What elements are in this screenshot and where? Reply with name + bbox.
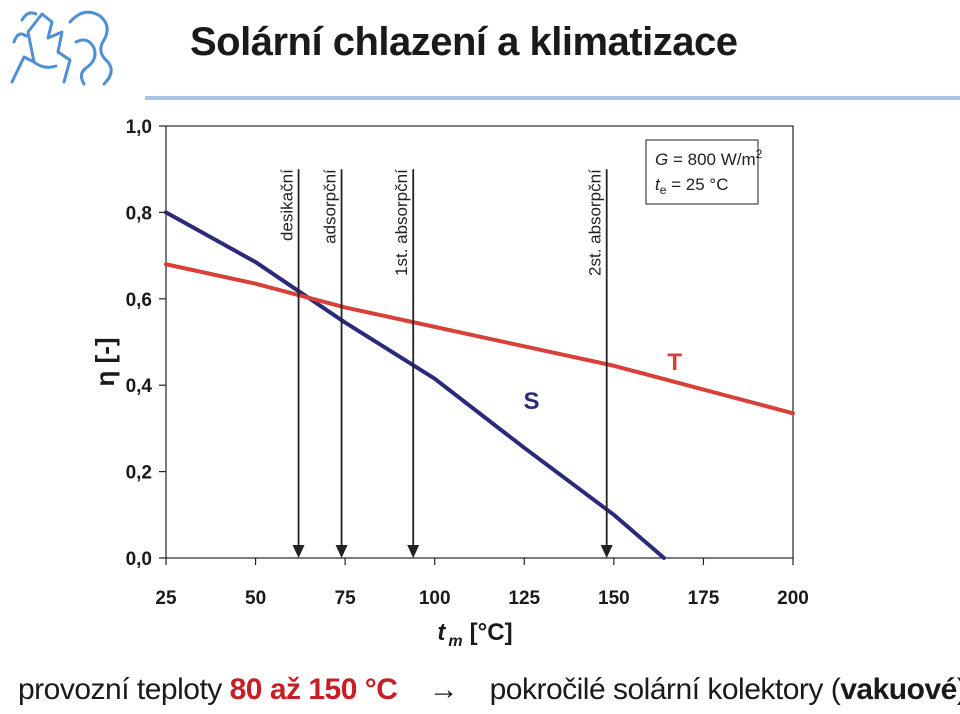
x-tick-label: 125 [508,588,540,609]
conditions-line-1: G = 800 W/m2 [655,147,763,169]
tick-layer: 25 50 75 100 125 150 175 200 0,0 0,2 0,4 0,6 0,8 1,0 [126,117,809,609]
page-title: Solární chlazení a klimatizace [190,20,738,64]
title-divider [145,96,960,100]
y-tick-label: 0,4 [126,376,153,397]
x-tick-label: 200 [777,588,809,609]
y-tick-label: 0,8 [126,203,152,224]
series-line-t [164,262,795,416]
footer-temperature-range: 80 až 150 °C [229,673,398,706]
y-tick-label: 0,6 [126,290,152,311]
conditions-box [645,139,759,205]
university-logo [10,10,113,86]
process-marker-arrowhead [335,545,348,558]
process-marker-arrowhead [292,545,305,558]
x-axis-label-sub: m [448,633,462,650]
footer-text-3: ) [957,673,960,706]
process-marker-arrowhead [407,545,420,558]
series-line-s [164,210,667,560]
series-label-t: T [667,349,682,376]
ambient-temp-sub: e [660,183,667,197]
series-label-s: S [523,388,539,415]
process-marker-label: 2st. absorpční [586,169,605,276]
x-tick-label: 175 [688,588,720,609]
footer-arrow: → [397,673,490,706]
series-layer: ST [164,210,795,560]
conditions-line-2: te = 25 °C [655,175,729,197]
footer-text-2: pokročilé solární kolektory ( [489,673,841,706]
ambient-temp-text: = 25 °C [666,175,728,194]
footer-note: provozní teploty 80 až 150 °C → pokročil… [18,673,960,713]
x-axis-label-unit: [°C] [470,619,513,646]
ambient-temp-var: t [655,175,661,194]
x-tick-label: 150 [598,588,630,609]
footer-vacuum: vakuové [840,673,957,706]
x-axis-label: t m [°C] [437,619,512,650]
process-marker-label: 1st. absorpční [392,169,411,276]
x-tick-label: 50 [245,588,266,609]
y-tick-label: 0,2 [126,463,152,484]
process-marker-arrowhead [600,545,613,558]
x-axis-label-var: t [437,619,446,646]
x-tick-label: 100 [419,588,451,609]
irradiance-var: G [655,150,668,169]
process-marker-label: desikační [278,169,297,241]
irradiance-exponent: 2 [756,147,763,161]
efficiency-chart: ST desikační adsorpční 1st. absorpční 2st. … [90,117,809,650]
plot-frame [165,125,794,559]
process-marker-label: adsorpční [321,169,340,244]
irradiance-text: = 800 W/m [668,150,755,169]
y-tick-label: 0,0 [126,549,152,570]
footer-text-1: provozní teploty [18,673,230,706]
x-tick-label: 25 [155,588,177,609]
marker-layer: desikační adsorpční 1st. absorpční 2st. abs… [278,169,613,558]
x-tick-label: 75 [335,588,357,609]
y-axis-label: η [-] [90,337,120,386]
y-tick-label: 1,0 [126,117,152,138]
